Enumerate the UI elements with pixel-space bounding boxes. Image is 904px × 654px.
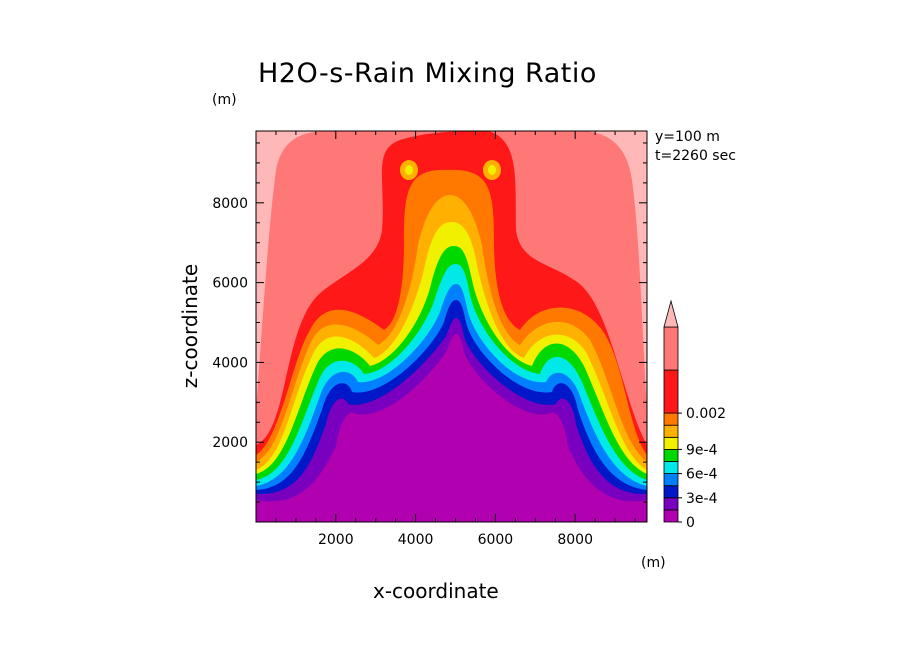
colorbar-label: 3e-4	[686, 491, 718, 507]
colorbar-segment	[663, 473, 679, 487]
y-tick-label: 8000	[212, 196, 248, 212]
colorbar-extend-arrow	[663, 299, 679, 328]
contour-blob-left-core	[405, 165, 413, 175]
colorbar: 0 3e-4 6e-4 9e-4 0.002	[663, 299, 726, 531]
colorbar-label: 0.002	[686, 406, 726, 422]
contour-band-11	[256, 334, 647, 522]
y-tick-label: 2000	[212, 435, 248, 451]
plot-border	[255, 130, 648, 523]
x-tick-label: 8000	[557, 532, 593, 548]
colorbar-segment	[663, 509, 679, 523]
colorbar-label: 6e-4	[686, 467, 718, 483]
x-tick-label: 2000	[318, 532, 354, 548]
colorbar-segment	[663, 369, 679, 414]
annotation-time: t=2260 sec	[655, 148, 736, 164]
x-axis-label: x-coordinate	[373, 579, 499, 603]
chart-title: H2O-s-Rain Mixing Ratio	[258, 58, 597, 89]
colorbar-segment	[663, 461, 679, 475]
y-tick-label: 6000	[212, 276, 248, 292]
colorbar-segment	[663, 448, 679, 462]
plot-frame	[255, 130, 648, 523]
colorbar-segment	[663, 497, 679, 511]
colorbar-segment	[663, 424, 679, 438]
colorbar-label: 9e-4	[686, 442, 718, 458]
colorbar-label: 0	[686, 515, 695, 531]
colorbar-segment	[663, 436, 679, 450]
colorbar-segment	[663, 326, 679, 371]
contour-blob-right-core	[488, 165, 496, 175]
contour-fields	[256, 131, 647, 522]
annotation-y-position: y=100 m	[655, 129, 720, 145]
x-axis-unit: (m)	[641, 555, 666, 571]
colorbar-segment	[663, 485, 679, 499]
x-tick-label: 6000	[478, 532, 514, 548]
y-tick-label: 4000	[212, 355, 248, 371]
x-tick-label: 4000	[398, 532, 434, 548]
colorbar-segment	[663, 412, 679, 426]
axis-ticks: 2000 4000 6000 8000 2000 4000 6000 8000	[212, 131, 647, 548]
y-axis-unit: (m)	[212, 92, 237, 108]
